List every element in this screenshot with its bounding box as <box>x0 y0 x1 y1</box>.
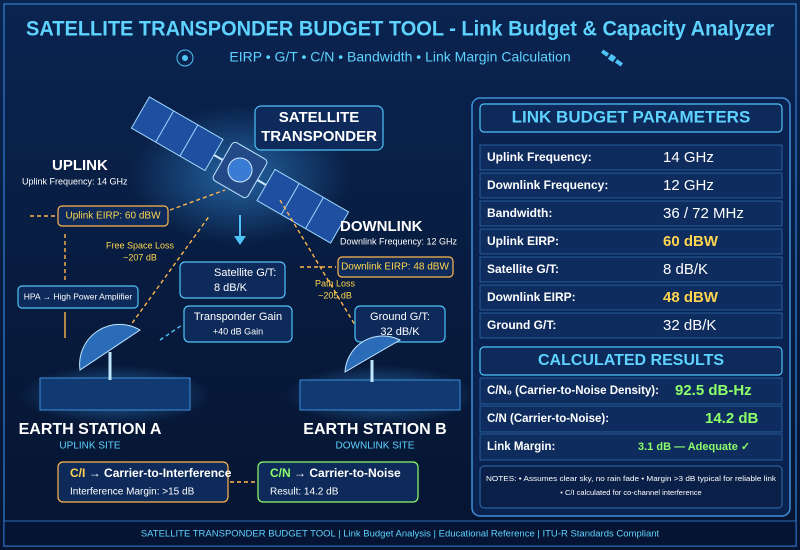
row-value: 14 GHz <box>663 149 714 166</box>
row-value: 8 dB/K <box>663 261 708 278</box>
arrowhead <box>234 236 246 245</box>
results-title-box <box>479 346 783 376</box>
row-value: 36 / 72 MHz <box>663 205 744 222</box>
row-label: Bandwidth: <box>487 206 552 220</box>
connector <box>159 324 183 341</box>
row <box>479 200 783 227</box>
result-value: 3.1 dB — Adequate ✓ <box>638 441 750 453</box>
gain-label: Transponder Gain <box>194 311 282 323</box>
downlink-frequency: Downlink Frequency: 12 GHz <box>340 236 458 246</box>
result-label: C/N₀ (Carrier-to-Noise Density): <box>487 385 659 397</box>
earth-station-a <box>20 323 210 425</box>
result-label: C/N (Carrier-to-Noise): <box>487 413 609 425</box>
panel-title-box <box>479 103 783 133</box>
downlink-beam <box>279 199 371 351</box>
row-value: 32 dB/K <box>663 317 716 334</box>
ci-symbol: C/I <box>70 466 85 480</box>
ground-gt-value: 32 dB/K <box>380 326 420 338</box>
cn-symbol: C/N <box>270 466 291 480</box>
cn-title: C/N → Carrier-to-Noise <box>270 466 401 480</box>
row <box>479 172 783 199</box>
gain-box <box>183 305 293 343</box>
satellite-gt-box <box>179 261 286 299</box>
row-value: 12 GHz <box>663 177 714 194</box>
row-label: Ground G/T: <box>487 318 556 332</box>
cn-title-text: → Carrier-to-Noise <box>294 466 401 480</box>
footer-bar <box>3 520 797 547</box>
uplink-heading: UPLINK <box>52 157 108 174</box>
panel-title: LINK BUDGET PARAMETERS <box>512 107 751 126</box>
target-icon <box>176 49 194 67</box>
row-label: Downlink EIRP: <box>487 290 576 304</box>
satellite-label: TRANSPONDER <box>261 128 377 145</box>
downlink-eirp-box <box>337 256 454 278</box>
earth-station-b <box>285 335 475 425</box>
result-value: 14.2 dB <box>705 410 759 427</box>
gain-value: +40 dB Gain <box>213 326 263 336</box>
result-value: 92.5 dB-Hz <box>675 382 752 399</box>
satellite-gt-value: 8 dB/K <box>214 282 248 294</box>
cn-box <box>257 461 419 503</box>
target-icon-dot <box>182 55 188 61</box>
ground-gt-label: Ground G/T: <box>370 311 430 323</box>
notes-box <box>479 465 783 509</box>
row-value: 60 dBW <box>663 233 719 250</box>
ci-box <box>57 461 229 503</box>
footer: SATELLITE TRANSPONDER BUDGET TOOL | Link… <box>141 529 660 540</box>
downlink-heading: DOWNLINK <box>340 218 423 235</box>
row <box>479 284 783 311</box>
hpa-box <box>17 285 139 309</box>
hpa: HPA → High Power Amplifier <box>24 291 133 301</box>
connector <box>169 189 226 211</box>
station-a-role: UPLINK SITE <box>59 441 120 452</box>
ground-gt-box <box>354 305 446 343</box>
row-label: Uplink Frequency: <box>487 150 592 164</box>
uplink-beam <box>119 214 211 341</box>
station-b-name: EARTH STATION B <box>303 421 446 438</box>
notes: NOTES: • Assumes clear sky, no rain fade… <box>486 474 776 483</box>
satellite-label: SATELLITE <box>279 109 360 126</box>
row <box>479 312 783 339</box>
satellite-label-box <box>254 105 384 151</box>
station-a-name: EARTH STATION A <box>19 421 162 438</box>
row-value: 48 dBW <box>663 289 719 306</box>
row <box>479 256 783 283</box>
row-label: Uplink EIRP: <box>487 234 559 248</box>
downlink-eirp: Downlink EIRP: 48 dBW <box>341 262 449 273</box>
ci-title: C/I → Carrier-to-Interference <box>70 466 232 480</box>
uplink-frequency: Uplink Frequency: 14 GHz <box>22 176 128 186</box>
subtitle: EIRP • G/T • C/N • Bandwidth • Link Marg… <box>229 49 570 65</box>
path-loss-value: ~205 dB <box>318 290 352 300</box>
cn-detail: Result: 14.2 dB <box>270 487 339 498</box>
free-space-loss-value: ~207 dB <box>123 252 157 262</box>
satellite <box>130 96 350 244</box>
result-label: Link Margin: <box>487 441 555 453</box>
uplink-eirp: Uplink EIRP: 60 dBW <box>65 211 161 222</box>
notes: • C/I calculated for co-channel interfer… <box>560 488 701 497</box>
row-label: Satellite G/T: <box>487 262 559 276</box>
ci-title-text: → Carrier-to-Interference <box>89 466 232 480</box>
uplink-eirp-box <box>57 205 169 227</box>
title: SATELLITE TRANSPONDER BUDGET TOOL - Link… <box>26 18 774 41</box>
station-b-role: DOWNLINK SITE <box>336 441 415 452</box>
ci-detail: Interference Margin: >15 dB <box>70 487 195 498</box>
result-row <box>479 377 783 405</box>
results-title: CALCULATED RESULTS <box>538 352 724 369</box>
satellite-icon <box>601 49 623 67</box>
row <box>479 144 783 171</box>
row-label: Downlink Frequency: <box>487 178 608 192</box>
result-row <box>479 433 783 461</box>
result-row <box>479 405 783 433</box>
row <box>479 228 783 255</box>
path-loss: Path Loss <box>315 278 356 288</box>
free-space-loss: Free Space Loss <box>106 240 175 250</box>
satellite-gt-label: Satellite G/T: <box>214 267 276 279</box>
